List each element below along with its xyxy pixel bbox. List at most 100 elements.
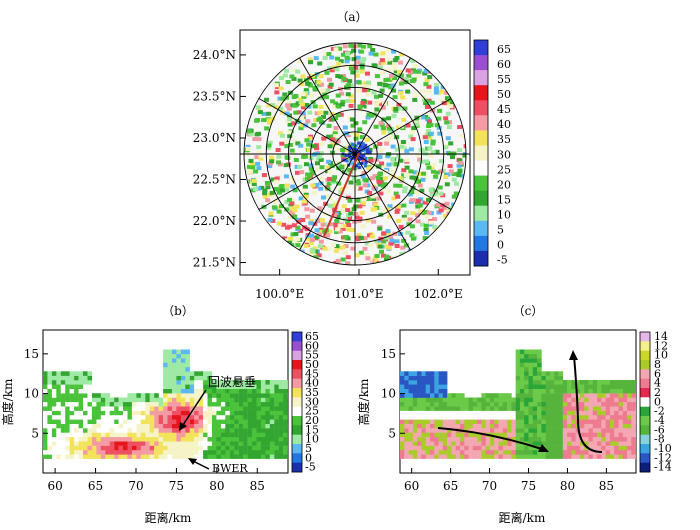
lon-label: 102.0°E bbox=[414, 287, 463, 301]
section-cell bbox=[65, 388, 70, 394]
section-cell bbox=[176, 445, 181, 451]
section-cell bbox=[468, 436, 474, 442]
section-cell bbox=[100, 445, 106, 451]
section-cell bbox=[532, 371, 538, 376]
section-cell bbox=[109, 419, 115, 424]
echo-cell bbox=[325, 88, 331, 93]
echo-cell bbox=[339, 102, 345, 107]
section-cell bbox=[584, 415, 589, 420]
section-cell bbox=[256, 428, 262, 433]
echo-cell bbox=[335, 56, 340, 61]
section-cell bbox=[247, 388, 253, 394]
section-cell bbox=[627, 428, 632, 433]
echo-cell bbox=[434, 149, 440, 154]
section-cell bbox=[149, 397, 155, 403]
section-cell bbox=[400, 450, 405, 455]
section-cell bbox=[627, 415, 632, 420]
section-cell bbox=[541, 454, 546, 459]
section-cell bbox=[176, 393, 181, 398]
section-cell bbox=[176, 362, 181, 368]
section-cell bbox=[176, 384, 181, 389]
section-cell bbox=[287, 388, 288, 394]
section-cell bbox=[404, 388, 409, 394]
section-cell bbox=[149, 428, 155, 433]
section-cell bbox=[515, 388, 521, 394]
section-cell bbox=[91, 406, 97, 411]
section-cell bbox=[43, 406, 48, 411]
section-cell bbox=[408, 419, 414, 424]
echo-cell bbox=[276, 154, 282, 159]
section-cell bbox=[96, 436, 101, 442]
section-cell bbox=[65, 406, 70, 411]
echo-cell bbox=[278, 86, 284, 91]
section-cell bbox=[278, 450, 284, 455]
section-cell bbox=[194, 388, 199, 394]
section-cell bbox=[278, 406, 284, 411]
section-cell bbox=[511, 419, 516, 424]
section-cell bbox=[203, 432, 208, 438]
echo-cell bbox=[383, 78, 389, 82]
section-cell bbox=[502, 410, 508, 416]
section-cell bbox=[554, 415, 559, 420]
section-cell bbox=[136, 406, 141, 411]
section-cell bbox=[65, 380, 70, 385]
echo-cell bbox=[385, 47, 391, 52]
section-cell bbox=[528, 436, 534, 442]
colorbar-label: 15 bbox=[497, 194, 511, 207]
section-cell bbox=[635, 384, 636, 389]
section-cell bbox=[490, 419, 495, 424]
section-cell bbox=[60, 393, 66, 398]
section-cell bbox=[532, 454, 538, 459]
echo-cell bbox=[423, 140, 429, 144]
section-cell bbox=[597, 388, 602, 394]
section-cell bbox=[56, 423, 61, 429]
section-cell bbox=[614, 380, 619, 385]
section-cell bbox=[519, 401, 525, 407]
section-cell bbox=[605, 397, 611, 403]
echo-cell bbox=[295, 170, 300, 175]
section-cell bbox=[631, 393, 636, 398]
section-cell bbox=[149, 406, 155, 411]
section-cell bbox=[212, 410, 217, 416]
section-cell bbox=[163, 410, 168, 416]
section-cell bbox=[528, 380, 534, 385]
colorbar-label: 5 bbox=[497, 224, 504, 237]
section-cell bbox=[185, 371, 190, 376]
section-cell bbox=[47, 419, 52, 424]
echo-cell bbox=[304, 207, 310, 212]
colorbar-swatch bbox=[292, 397, 302, 407]
section-cell bbox=[172, 388, 177, 394]
y-tick-label: 5 bbox=[31, 426, 39, 440]
echo-cell bbox=[363, 164, 367, 168]
echo-cell bbox=[358, 49, 364, 54]
section-cell bbox=[127, 397, 133, 403]
echo-cell bbox=[434, 83, 440, 87]
section-cell bbox=[404, 401, 409, 407]
section-cell bbox=[451, 423, 456, 429]
echo-cell bbox=[361, 104, 367, 109]
section-cell bbox=[234, 388, 239, 394]
section-cell bbox=[408, 423, 414, 429]
echo-cell bbox=[255, 161, 261, 166]
section-cell bbox=[468, 401, 474, 407]
section-cell bbox=[524, 358, 529, 363]
section-cell bbox=[56, 428, 61, 433]
section-cell bbox=[597, 441, 602, 446]
section-cell bbox=[78, 375, 84, 381]
section-cell bbox=[605, 454, 611, 459]
panel-c-xlabel: 距离/km bbox=[499, 510, 546, 525]
section-cell bbox=[78, 397, 84, 403]
section-cell bbox=[69, 441, 75, 446]
section-cell bbox=[265, 441, 270, 446]
echo-cell bbox=[330, 46, 336, 51]
section-cell bbox=[519, 358, 525, 363]
section-cell bbox=[229, 388, 235, 394]
section-cell bbox=[252, 410, 257, 416]
section-cell bbox=[455, 397, 461, 403]
echo-cell bbox=[350, 246, 356, 251]
echo-cell bbox=[315, 72, 320, 77]
section-cell bbox=[243, 423, 248, 429]
section-cell bbox=[131, 415, 137, 420]
section-cell bbox=[194, 436, 199, 442]
section-cell bbox=[118, 454, 124, 459]
